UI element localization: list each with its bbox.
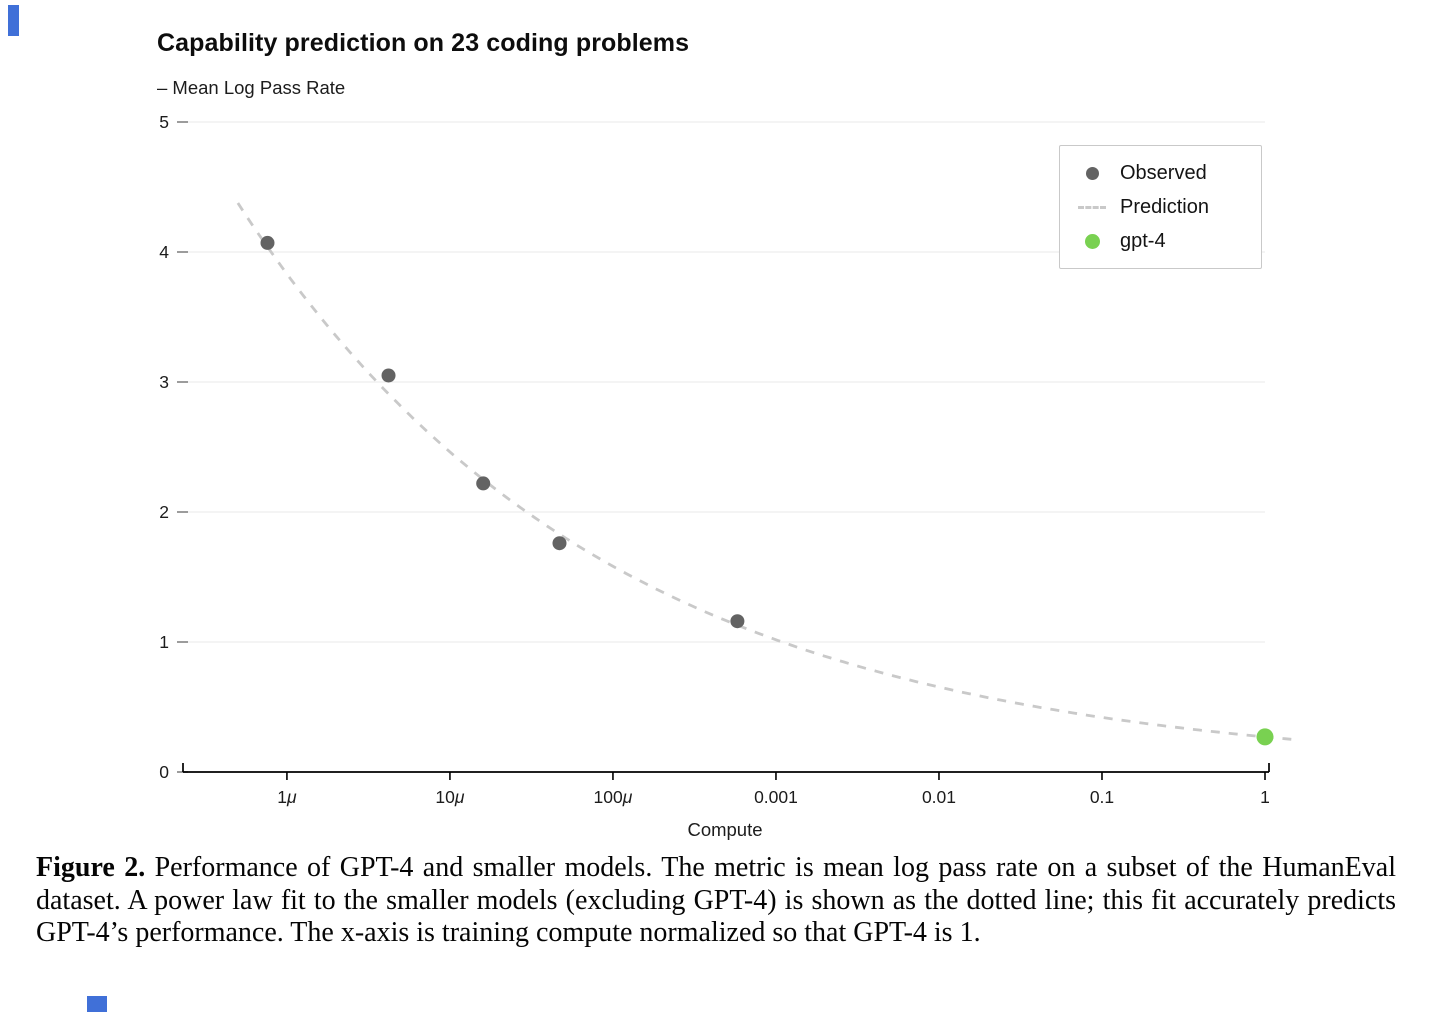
figure-caption-label: Figure 2. <box>36 852 146 883</box>
prediction-marker <box>1078 205 1106 209</box>
svg-text:100μ: 100μ <box>594 787 633 807</box>
series-gpt-4 <box>1256 728 1274 746</box>
gpt4-dot-icon <box>1084 233 1100 249</box>
prediction-curve <box>236 202 1292 741</box>
observed-dot-icon <box>1085 166 1099 180</box>
svg-text:1: 1 <box>159 632 169 652</box>
gpt4-marker <box>1078 233 1106 249</box>
chart-title: Capability prediction on 23 coding probl… <box>157 29 690 57</box>
figure-caption: Figure 2. Performance of GPT-4 and small… <box>36 852 1396 950</box>
svg-text:1μ: 1μ <box>277 787 297 807</box>
observed-marker <box>1078 166 1106 180</box>
legend-label-observed: Observed <box>1120 161 1207 184</box>
svg-text:3: 3 <box>159 372 169 392</box>
svg-text:4: 4 <box>159 242 169 262</box>
legend-item-prediction: Prediction <box>1078 192 1251 222</box>
prediction-dash-icon <box>1078 205 1106 209</box>
svg-text:2: 2 <box>159 502 169 522</box>
svg-text:10μ: 10μ <box>435 787 464 807</box>
svg-text:0.1: 0.1 <box>1090 787 1114 807</box>
legend-label-prediction: Prediction <box>1120 195 1209 218</box>
y-axis-ticks: 0 1 2 3 4 5 <box>159 112 188 782</box>
svg-text:0.001: 0.001 <box>754 787 798 807</box>
figure-caption-text: Performance of GPT-4 and smaller models.… <box>36 852 1396 948</box>
chart-legend: Observed Prediction gpt-4 <box>1059 145 1262 269</box>
pdf-link-artifact-bottom-left <box>87 996 107 1012</box>
legend-item-gpt4: gpt-4 <box>1078 226 1251 256</box>
legend-label-gpt4: gpt-4 <box>1120 229 1166 252</box>
chart-plot-area: 0 1 2 3 4 5 1μ 10μ 100μ 0.001 0.01 0.1 1 <box>159 112 1292 807</box>
svg-text:1: 1 <box>1260 787 1270 807</box>
svg-text:5: 5 <box>159 112 169 132</box>
svg-text:0: 0 <box>159 762 169 782</box>
pdf-link-artifact-top-left <box>8 5 19 36</box>
svg-text:0.01: 0.01 <box>922 787 956 807</box>
x-axis-label: Compute <box>687 819 763 840</box>
legend-item-observed: Observed <box>1078 158 1251 188</box>
y-axis-label: – Mean Log Pass Rate <box>157 77 346 98</box>
x-axis: 1μ 10μ 100μ 0.001 0.01 0.1 1 <box>182 763 1270 807</box>
series-observed <box>260 235 745 629</box>
